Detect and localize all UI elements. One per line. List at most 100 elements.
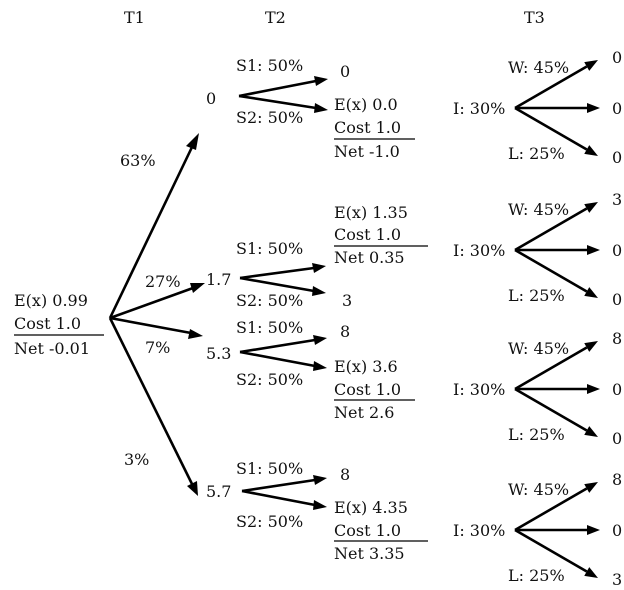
t3-outcome-top: 8 — [612, 470, 622, 489]
t1-prob-63: 63% — [120, 151, 156, 170]
t3-outcome-bottom: 0 — [612, 429, 622, 448]
t3-outcome-mid: 0 — [612, 99, 622, 118]
t3-inconclusive-label: I: 30% — [453, 521, 505, 540]
t3-loss-arrowhead — [584, 287, 598, 298]
t3-win-arrowhead — [584, 60, 598, 71]
t2-bottom-outcome: 3 — [342, 291, 352, 310]
t2-node-0: 0 S1: 50% S2: 50% 0 E(x) 0.0 Cost 1.0 Ne… — [206, 56, 415, 161]
t3-outcome-mid: 0 — [612, 380, 622, 399]
header-t1: T1 — [124, 8, 145, 27]
t2-expected-value: E(x) 4.35 — [334, 498, 408, 517]
t3-loss-label: L: 25% — [508, 425, 565, 444]
t2-net: Net 0.35 — [334, 248, 405, 267]
t2-s2-label: S2: 50% — [236, 370, 303, 389]
t1-branch-5.3 — [109, 316, 192, 335]
header-t3: T3 — [524, 8, 545, 27]
t3-loss-edge — [514, 106, 588, 151]
t3-inconclusive-arrowhead — [587, 525, 600, 535]
t2-top-outcome: 8 — [340, 322, 350, 341]
t3-outcome-mid: 0 — [612, 241, 622, 260]
t2-s2-label: S2: 50% — [236, 108, 303, 127]
t2-net: Net 3.35 — [334, 544, 405, 563]
t2-s1-label: S1: 50% — [236, 56, 303, 75]
t3-win-edge — [514, 65, 588, 110]
t3-inconclusive-label: I: 30% — [453, 380, 505, 399]
t1-arrowhead-0 — [186, 133, 199, 150]
t2-node-value: 0 — [206, 89, 216, 108]
t3-branches: W: 45% I: 30% L: 25% 0 0 0 W: 45% I: 30% L: 25% 3… — [453, 48, 622, 589]
t3-win-label: W: 45% — [508, 339, 569, 358]
t3-fan-1: W: 45% I: 30% L: 25% 0 0 0 — [453, 48, 622, 167]
t3-win-label: W: 45% — [508, 480, 569, 499]
t3-outcome-top: 3 — [612, 190, 622, 209]
t3-win-arrowhead — [584, 482, 598, 493]
t3-outcome-mid: 0 — [612, 521, 622, 540]
root-expected-value: E(x) 0.99 — [14, 291, 88, 310]
t2-cost: Cost 1.0 — [334, 521, 401, 540]
t2-top-outcome: 8 — [340, 465, 350, 484]
t3-inconclusive-arrowhead — [587, 245, 600, 255]
t3-inconclusive-label: I: 30% — [453, 241, 505, 260]
t3-outcome-bottom: 0 — [612, 148, 622, 167]
t2-s1-label: S1: 50% — [236, 459, 303, 478]
t1-arrowhead-5.3 — [188, 329, 203, 339]
t3-win-edge — [514, 207, 588, 252]
t3-fan-2: W: 45% I: 30% L: 25% 3 0 0 — [453, 190, 622, 309]
t2-net: Net -1.0 — [334, 142, 400, 161]
t1-prob-3: 3% — [124, 450, 149, 469]
t3-loss-edge — [514, 387, 588, 432]
t2-node-value: 5.7 — [206, 482, 231, 501]
t3-outcome-bottom: 3 — [612, 570, 622, 589]
t2-node-5.7: 5.7 S1: 50% S2: 50% 8 E(x) 4.35 Cost 1.0… — [206, 459, 428, 563]
t2-top-outcome: 0 — [340, 62, 350, 81]
t3-loss-arrowhead — [584, 567, 598, 578]
t3-win-arrowhead — [584, 202, 598, 213]
t3-outcome-top: 0 — [612, 48, 622, 67]
header-t2: T2 — [265, 8, 286, 27]
t3-win-edge — [514, 346, 588, 391]
t2-net: Net 2.6 — [334, 403, 394, 422]
t3-loss-arrowhead — [584, 426, 598, 437]
t3-fan-3: W: 45% I: 30% L: 25% 8 0 0 — [453, 329, 622, 448]
t3-loss-label: L: 25% — [508, 144, 565, 163]
t1-branches — [108, 133, 205, 496]
t2-node-5.3: 5.3 S1: 50% S2: 50% 8 E(x) 3.6 Cost 1.0 … — [206, 318, 415, 422]
t2-cost: Cost 1.0 — [334, 225, 401, 244]
t3-loss-edge — [514, 248, 588, 293]
t2-node-1.7: 1.7 S1: 50% S2: 50% E(x) 1.35 Cost 1.0 N… — [206, 203, 428, 310]
t3-win-arrowhead — [584, 341, 598, 352]
t3-inconclusive-arrowhead — [587, 384, 600, 394]
t3-outcome-bottom: 0 — [612, 290, 622, 309]
t2-s1-label: S1: 50% — [236, 239, 303, 258]
t2-expected-value: E(x) 1.35 — [334, 203, 408, 222]
t1-prob-27: 27% — [145, 272, 181, 291]
t2-node-value: 1.7 — [206, 270, 231, 289]
t2-expected-value: E(x) 0.0 — [334, 95, 398, 114]
t3-loss-label: L: 25% — [508, 566, 565, 585]
t2-node-value: 5.3 — [206, 344, 231, 363]
t3-win-label: W: 45% — [508, 200, 569, 219]
t3-win-edge — [514, 487, 588, 532]
t2-expected-value: E(x) 3.6 — [334, 357, 398, 376]
t3-loss-label: L: 25% — [508, 286, 565, 305]
t2-cost: Cost 1.0 — [334, 118, 401, 137]
t3-inconclusive-arrowhead — [587, 103, 600, 113]
t2-s2-label: S2: 50% — [236, 291, 303, 310]
t3-loss-arrowhead — [584, 145, 598, 156]
t2-s2-label: S2: 50% — [236, 512, 303, 531]
t3-fan-4: W: 45% I: 30% L: 25% 8 0 3 — [453, 470, 622, 589]
t2-s1-label: S1: 50% — [236, 318, 303, 337]
t1-arrowhead-5.7 — [187, 481, 198, 496]
t3-win-label: W: 45% — [508, 58, 569, 77]
t1-branch-0 — [108, 144, 195, 319]
t1-branch-5.7 — [108, 317, 194, 485]
t1-prob-7: 7% — [145, 338, 170, 357]
t2-cost: Cost 1.0 — [334, 380, 401, 399]
t1-arrowhead-1.7 — [190, 283, 205, 293]
t1-branch-1.7 — [109, 286, 194, 320]
t3-loss-edge — [514, 528, 588, 573]
t3-inconclusive-label: I: 30% — [453, 99, 505, 118]
t3-outcome-top: 8 — [612, 329, 622, 348]
root-cost: Cost 1.0 — [14, 314, 81, 333]
root-net: Net -0.01 — [14, 339, 90, 358]
